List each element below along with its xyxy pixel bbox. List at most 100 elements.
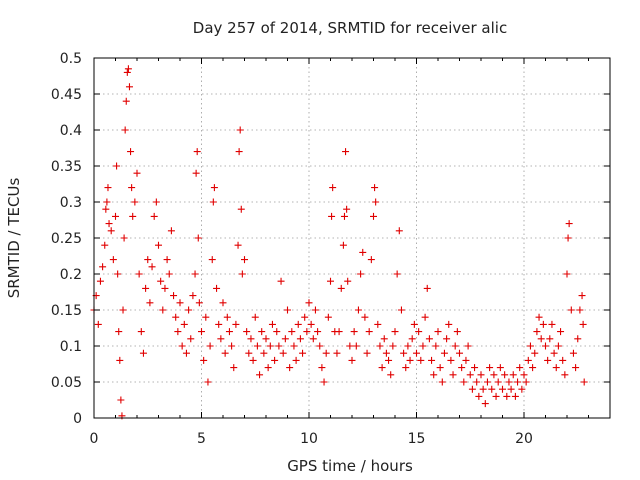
y-tick-label: 0.15 [51,303,82,319]
data-point [210,184,218,192]
data-point [395,227,403,235]
data-point [503,392,511,400]
data-point [352,342,360,350]
data-point [124,65,132,73]
data-point [460,378,468,386]
data-point [146,299,154,307]
data-point [238,270,246,278]
data-point [402,364,410,372]
data-point [228,342,236,350]
data-point [260,349,268,357]
data-point [466,371,474,379]
data-point [578,292,586,300]
data-point [563,270,571,278]
data-point [359,248,367,256]
data-point [115,328,123,336]
data-point [539,320,547,328]
data-point [443,335,451,343]
data-point [316,342,324,350]
data-point [520,371,528,379]
data-point [178,342,186,350]
data-point [496,364,504,372]
data-point [277,277,285,285]
data-point [559,356,567,364]
data-point [475,392,483,400]
y-tick-label: 0.25 [51,231,82,247]
data-point [122,97,130,105]
data-point [305,299,313,307]
data-point [99,263,107,271]
data-point [237,205,245,213]
data-point [423,284,431,292]
data-point [565,220,573,228]
data-point [561,371,569,379]
data-point [393,270,401,278]
data-point [526,342,534,350]
data-point [279,349,287,357]
data-point [266,342,274,350]
data-point [531,349,539,357]
data-point [363,349,371,357]
y-tick-label: 0.1 [60,339,82,355]
data-point [139,349,147,357]
data-point [421,313,429,321]
data-point [307,320,315,328]
data-point [458,364,466,372]
data-point [428,356,436,364]
data-point [116,356,124,364]
data-point [382,349,390,357]
data-point [514,378,522,386]
data-point [333,349,341,357]
data-point [365,328,373,336]
data-point [294,320,302,328]
data-point [410,320,418,328]
data-point [215,320,223,328]
data-point [391,328,399,336]
data-point [120,234,128,242]
data-point [371,184,379,192]
data-point [483,378,491,386]
data-point [550,349,558,357]
y-tick-label: 0.2 [60,267,82,283]
data-point [337,284,345,292]
data-point [102,205,110,213]
data-point [425,335,433,343]
y-tick-labels: 0 0.05 0.1 0.15 0.2 0.25 0.3 0.35 0.4 0.45 0.5 [51,51,82,427]
data-point [271,356,279,364]
data-point [243,328,251,336]
data-point [187,335,195,343]
data-point [438,378,446,386]
data-point [354,306,362,314]
data-point [436,364,444,372]
data-point [121,126,129,134]
data-point [150,212,158,220]
data-point [189,292,197,300]
data-point [481,400,489,408]
data-point [292,356,300,364]
axis-ticks [93,57,611,419]
data-point [230,364,238,372]
data-point [529,364,537,372]
y-tick-label: 0.45 [51,87,82,103]
y-tick-label: 0.35 [51,159,82,175]
data-point [129,212,137,220]
data-point [109,256,117,264]
data-point [299,349,307,357]
data-point [324,313,332,321]
data-point [468,385,476,393]
data-point [208,256,216,264]
data-point [499,385,506,393]
data-point [256,371,264,379]
data-point [477,371,485,379]
data-point [430,371,438,379]
data-point [194,234,202,242]
data-point [340,212,348,220]
data-point [406,356,414,364]
data-point [142,284,150,292]
data-point [290,342,298,350]
data-point [361,313,369,321]
data-point [535,313,543,321]
y-tick-label: 0.4 [60,123,82,139]
data-point [546,335,554,343]
data-point [103,198,111,206]
